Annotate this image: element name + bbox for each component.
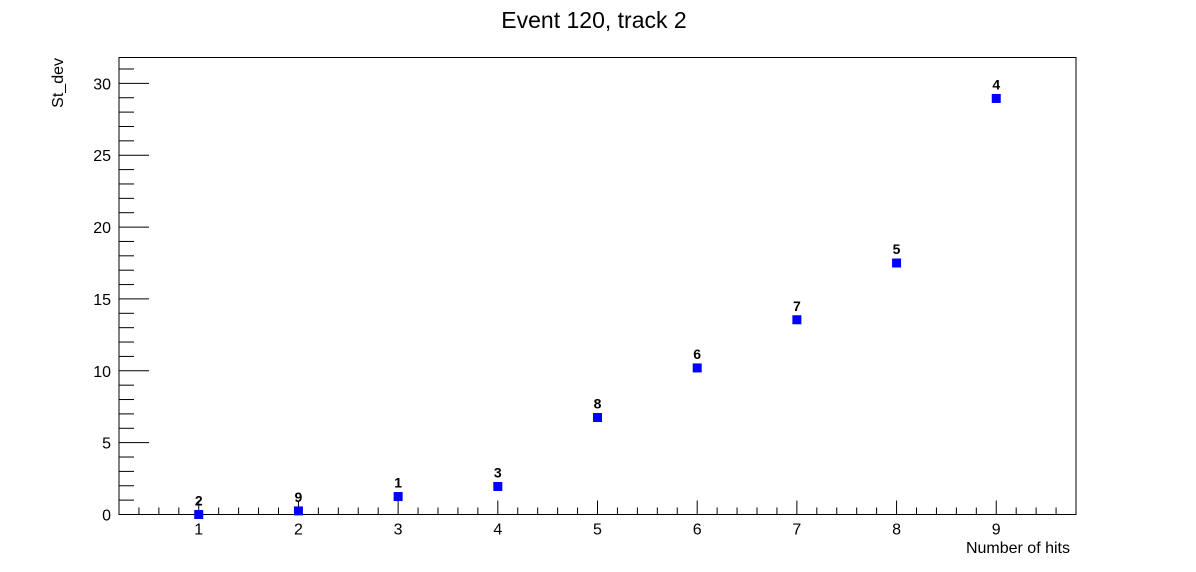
- data-point-label: 5: [893, 241, 901, 257]
- data-point-label: 8: [594, 395, 602, 411]
- data-point-marker: [991, 93, 1001, 103]
- x-tick-label: 7: [792, 522, 801, 539]
- data-point-marker: [692, 363, 702, 373]
- data-point-marker: [393, 492, 403, 502]
- data-point-marker: [593, 412, 602, 422]
- x-tick-label: 9: [992, 522, 1001, 539]
- y-tick-label: 15: [93, 292, 111, 309]
- x-axis: 1 2 3 4 5 6 7 8 9: [118, 500, 1077, 539]
- data-point-label: 3: [494, 464, 502, 480]
- y-axis: 0 5 10 15 20 25 30: [93, 68, 149, 525]
- data-point-label: 6: [693, 346, 701, 362]
- chart-title: Event 120, track 2: [501, 7, 686, 33]
- data-point-label: 4: [992, 76, 1000, 92]
- x-tick-label: 6: [693, 522, 702, 539]
- y-tick-label: 30: [93, 76, 111, 93]
- x-tick-label: 8: [892, 522, 901, 539]
- data-point-marker: [892, 258, 902, 268]
- x-tick-label: 2: [294, 522, 303, 539]
- y-tick-label: 20: [93, 220, 111, 237]
- x-tick-label: 1: [194, 522, 203, 539]
- data-point-marker: [792, 315, 802, 325]
- data-point-label: 9: [295, 489, 303, 505]
- data-point-marker: [194, 510, 204, 519]
- y-tick-label: 25: [93, 148, 111, 165]
- y-tick-label: 10: [93, 364, 111, 381]
- y-tick-label: 0: [102, 508, 111, 525]
- data-point-label: 2: [195, 493, 203, 509]
- y-axis-title: St_dev: [50, 58, 67, 108]
- data-point-label: 1: [394, 475, 402, 491]
- x-axis-title: Number of hits: [966, 540, 1070, 557]
- data-points: 2 9 1 3 8 6 7 5 4: [194, 76, 1001, 519]
- x-tick-label: 4: [493, 522, 502, 539]
- data-point-marker: [293, 506, 303, 516]
- data-point-marker: [493, 481, 503, 491]
- plot-frame: [118, 57, 1077, 515]
- x-tick-label: 5: [593, 522, 602, 539]
- y-tick-label: 5: [102, 436, 111, 453]
- data-point-label: 7: [793, 298, 801, 314]
- x-tick-label: 3: [394, 522, 403, 539]
